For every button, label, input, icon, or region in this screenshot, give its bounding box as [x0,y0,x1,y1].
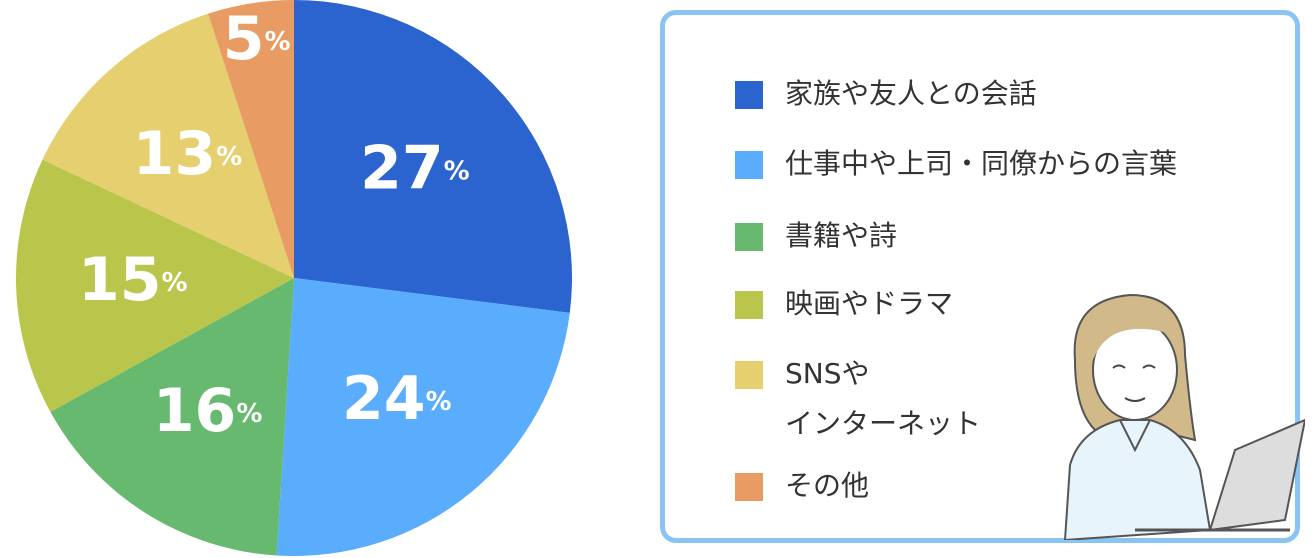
value-label: 15% [78,245,188,315]
pie-slice [294,0,572,313]
legend-item: SNSや インターネット [735,357,981,449]
legend-swatch [735,151,763,179]
legend-swatch [735,361,763,389]
value-label: 13% [133,119,243,189]
legend-swatch [735,81,763,109]
legend-swatch [735,291,763,319]
pie-chart: 27% 24% 16% 15% 13% 5% [15,0,572,556]
value-label: 27% [360,133,470,203]
pie-slice [276,278,570,556]
pie-slice [42,13,294,278]
legend-swatch [735,473,763,501]
legend-item: その他 [735,469,869,511]
pie-slice [50,278,294,556]
legend-item: 家族や友人との会話 [735,77,1037,119]
legend-item: 映画やドラマ [735,287,953,329]
value-label: 24% [342,364,452,434]
pie-slice [15,159,294,412]
legend: 家族や友人との会話仕事中や上司・同僚からの言葉 書籍や詩映画やドラマ SNSや イン… [660,10,1300,543]
value-label: 16% [153,376,263,446]
legend-label: その他 [785,469,870,502]
legend-label: SNSや インターネット [785,357,982,440]
legend-label: 書籍や詩 [785,219,898,252]
legend-swatch [735,223,763,251]
legend-label: 映画やドラマ [785,287,954,320]
illustration [1063,293,1305,540]
legend-label: 家族や友人との会話 [785,77,1037,110]
legend-item: 仕事中や上司・同僚からの言葉 [735,147,1177,189]
value-label: 5% [223,3,291,73]
legend-label: 仕事中や上司・同僚からの言葉 [785,147,1178,180]
pie-slice [208,0,294,278]
legend-item: 書籍や詩 [735,219,897,261]
